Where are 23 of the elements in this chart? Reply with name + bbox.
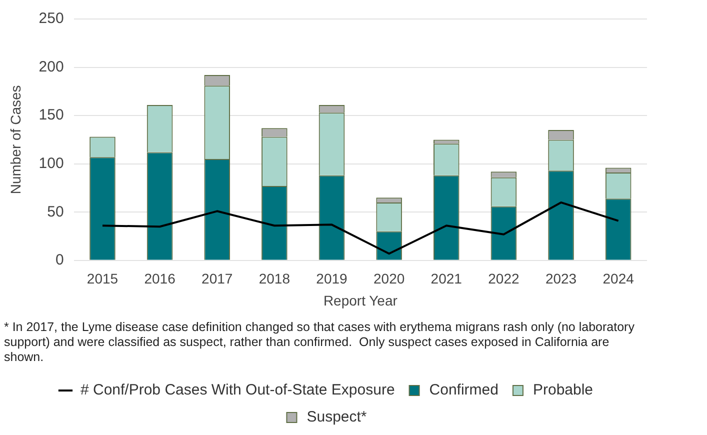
x-tick-label: 2022: [488, 270, 520, 287]
y-axis-title: Number of Cases: [7, 85, 24, 194]
x-tick-label: 2019: [316, 270, 348, 287]
x-tick-label: 2017: [202, 270, 233, 287]
y-tick-label: 50: [47, 203, 64, 220]
text: * In 2017, the Lyme disease case definition changed so that cases with erythema migrans rash only (no laboratory support) and were classified as suspect, rather than confirmed. Only suspect cases exposed in California are shown.: [4, 320, 636, 364]
x-tick-label: 2021: [430, 270, 462, 287]
x-tick-label: 2023: [545, 270, 577, 287]
y-tick-label: 0: [55, 252, 64, 269]
legend-label: Suspect*: [306, 408, 367, 426]
x-tick-label: 2016: [144, 270, 176, 287]
legend-label: Confirmed: [429, 382, 498, 399]
x-tick-label: 2020: [373, 270, 405, 287]
legend-label: Probable: [532, 382, 594, 399]
legend-label: # Conf/Prob Cases With Out-of-State Exposure: [80, 382, 395, 399]
y-tick-label: 200: [38, 58, 64, 76]
x-tick-label: 2015: [86, 270, 118, 287]
y-tick-label: 100: [38, 154, 64, 172]
x-tick-label: 2024: [602, 270, 634, 287]
y-tick-label: 250: [38, 10, 64, 28]
x-axis-title: Report Year: [323, 292, 398, 308]
x-tick-label: 2018: [258, 270, 290, 287]
y-tick-label: 150: [38, 106, 64, 124]
